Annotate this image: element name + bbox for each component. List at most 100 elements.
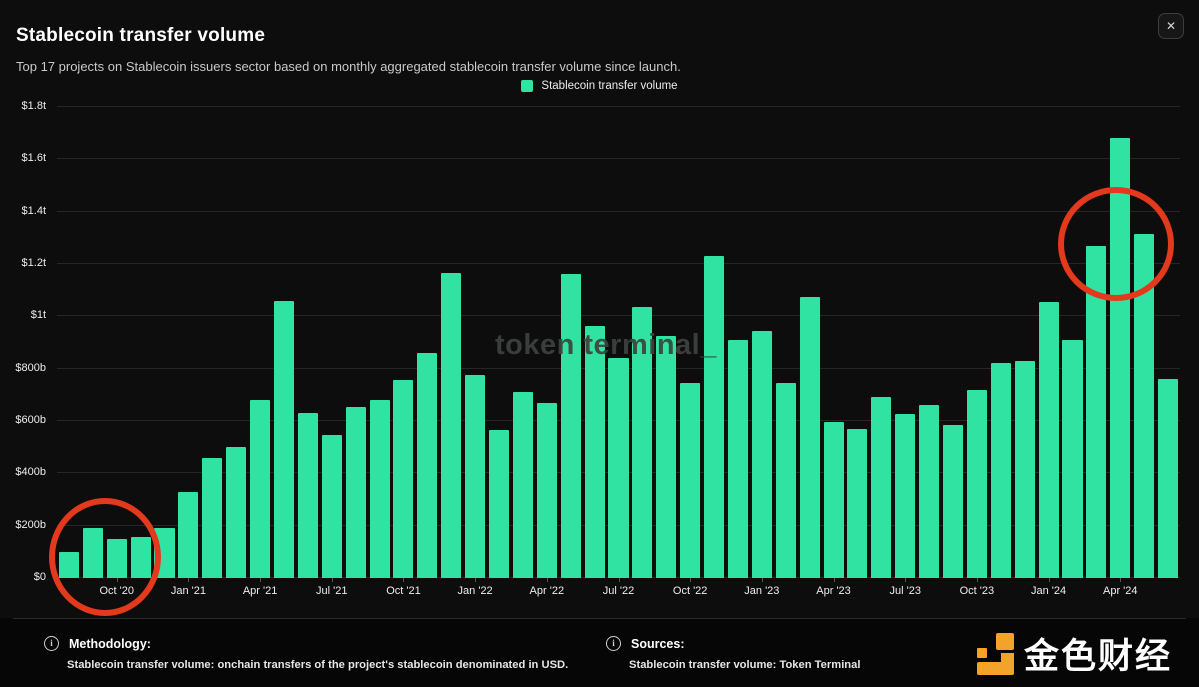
x-axis-tick xyxy=(976,578,978,582)
bar-may23[interactable] xyxy=(847,428,868,578)
x-axis-label: Apr '23 xyxy=(816,585,851,597)
token-terminal-watermark: token terminal_ xyxy=(495,329,717,361)
bar-oct20[interactable] xyxy=(106,538,127,578)
x-axis-tick xyxy=(260,578,262,582)
bar-chart xyxy=(57,106,1180,578)
y-axis-label: $600b xyxy=(15,414,46,426)
gridline xyxy=(57,106,1180,107)
x-axis-label: Apr '24 xyxy=(1103,585,1138,597)
bar-may22[interactable] xyxy=(560,274,581,578)
x-axis-tick xyxy=(761,578,763,582)
bar-may24[interactable] xyxy=(1134,233,1155,578)
x-axis-tick xyxy=(690,578,692,582)
x-axis-tick xyxy=(331,578,333,582)
bar-dec23[interactable] xyxy=(1014,360,1035,578)
x-axis-label: Jan '23 xyxy=(744,585,780,597)
y-axis-label: $1.2t xyxy=(21,257,46,269)
close-icon: ✕ xyxy=(1165,19,1177,33)
legend-swatch-icon xyxy=(521,80,534,92)
x-axis-label: Jan '24 xyxy=(1031,585,1067,597)
bar-nov20[interactable] xyxy=(130,537,151,578)
jinse-finance-logo: 金色财经 xyxy=(975,628,1172,679)
bar-nov21[interactable] xyxy=(417,352,438,578)
bar-apr21[interactable] xyxy=(250,400,271,578)
chart-legend: Stablecoin transfer volume xyxy=(0,80,1199,92)
bar-jun21[interactable] xyxy=(297,413,318,578)
bar-jul23[interactable] xyxy=(895,414,916,578)
x-axis-label: Apr '21 xyxy=(242,585,278,597)
info-icon: i xyxy=(44,636,59,651)
legend-label: Stablecoin transfer volume xyxy=(541,80,678,92)
bar-apr22[interactable] xyxy=(536,402,557,578)
bar-mar23[interactable] xyxy=(799,296,820,578)
bar-nov23[interactable] xyxy=(990,363,1011,578)
gridline xyxy=(57,263,1180,265)
x-axis-tick xyxy=(1048,578,1050,582)
sources-heading: Sources: xyxy=(631,636,685,651)
x-axis-tick xyxy=(1120,578,1122,582)
bar-sep21[interactable] xyxy=(369,400,390,578)
bar-feb22[interactable] xyxy=(488,430,510,578)
x-axis-label: Jul '22 xyxy=(602,585,635,597)
bar-mar22[interactable] xyxy=(512,392,533,578)
bar-jan21[interactable] xyxy=(178,491,199,578)
sources-section: i Sources: Stablecoin transfer volume: T… xyxy=(606,636,860,671)
y-axis-label: $1.8t xyxy=(21,100,46,112)
bar-aug21[interactable] xyxy=(345,406,366,578)
bar-sep23[interactable] xyxy=(942,424,964,578)
bar-oct23[interactable] xyxy=(966,389,987,578)
bar-jan24[interactable] xyxy=(1038,301,1059,578)
bar-oct21[interactable] xyxy=(393,380,414,578)
bar-dec20[interactable] xyxy=(154,528,175,578)
gridline xyxy=(57,158,1180,160)
footer-divider xyxy=(13,618,1186,619)
x-axis-tick xyxy=(905,578,907,582)
bar-aug20[interactable] xyxy=(58,551,79,578)
page-title: Stablecoin transfer volume xyxy=(16,24,266,46)
x-axis-tick xyxy=(833,578,835,582)
bar-jan23[interactable] xyxy=(751,330,772,578)
methodology-text: Stablecoin transfer volume: onchain tran… xyxy=(67,659,569,671)
bar-feb24[interactable] xyxy=(1062,339,1083,578)
bar-may21[interactable] xyxy=(273,300,295,578)
bar-sep22[interactable] xyxy=(656,335,677,578)
x-axis-tick xyxy=(188,578,190,582)
bar-sep20[interactable] xyxy=(82,528,103,578)
x-axis-label: Oct '20 xyxy=(99,585,134,597)
gridline xyxy=(57,210,1180,212)
close-button[interactable]: ✕ xyxy=(1158,13,1184,39)
bar-jul22[interactable] xyxy=(608,358,629,578)
bar-mar24[interactable] xyxy=(1086,245,1107,578)
x-axis-label: Apr '22 xyxy=(529,585,565,597)
bar-aug23[interactable] xyxy=(919,405,940,578)
bar-jan22[interactable] xyxy=(465,375,486,578)
y-axis-label: $1.6t xyxy=(21,152,46,165)
bar-apr24[interactable] xyxy=(1110,138,1131,578)
bar-apr23[interactable] xyxy=(823,422,844,578)
bar-aug22[interactable] xyxy=(632,307,653,578)
x-axis-tick xyxy=(546,578,548,582)
bar-nov22[interactable] xyxy=(704,256,725,578)
bar-oct22[interactable] xyxy=(680,383,701,578)
y-axis-label: $400b xyxy=(15,466,46,479)
jinse-finance-logo-icon xyxy=(975,631,1017,677)
jinse-finance-logo-text: 金色财经 xyxy=(1024,637,1173,676)
bar-jun23[interactable] xyxy=(871,397,892,578)
bar-jul21[interactable] xyxy=(321,435,342,578)
x-axis-label: Oct '21 xyxy=(386,585,421,597)
y-axis-label: $0 xyxy=(33,571,46,583)
bar-jun22[interactable] xyxy=(584,325,605,578)
bar-dec21[interactable] xyxy=(441,273,462,578)
x-axis-tick xyxy=(403,578,405,582)
bar-jun24[interactable] xyxy=(1158,379,1179,578)
x-axis-label: Oct '23 xyxy=(959,585,995,597)
bar-feb21[interactable] xyxy=(202,457,223,578)
y-axis-label: $200b xyxy=(15,518,46,531)
bar-feb23[interactable] xyxy=(775,383,796,578)
methodology-heading: Methodology: xyxy=(69,636,151,651)
bar-dec22[interactable] xyxy=(727,339,748,578)
info-icon: i xyxy=(606,636,621,651)
bar-mar21[interactable] xyxy=(226,447,247,578)
sources-text: Stablecoin transfer volume: Token Termin… xyxy=(629,659,861,671)
chart-subtitle: Top 17 projects on Stablecoin issuers se… xyxy=(16,59,681,74)
